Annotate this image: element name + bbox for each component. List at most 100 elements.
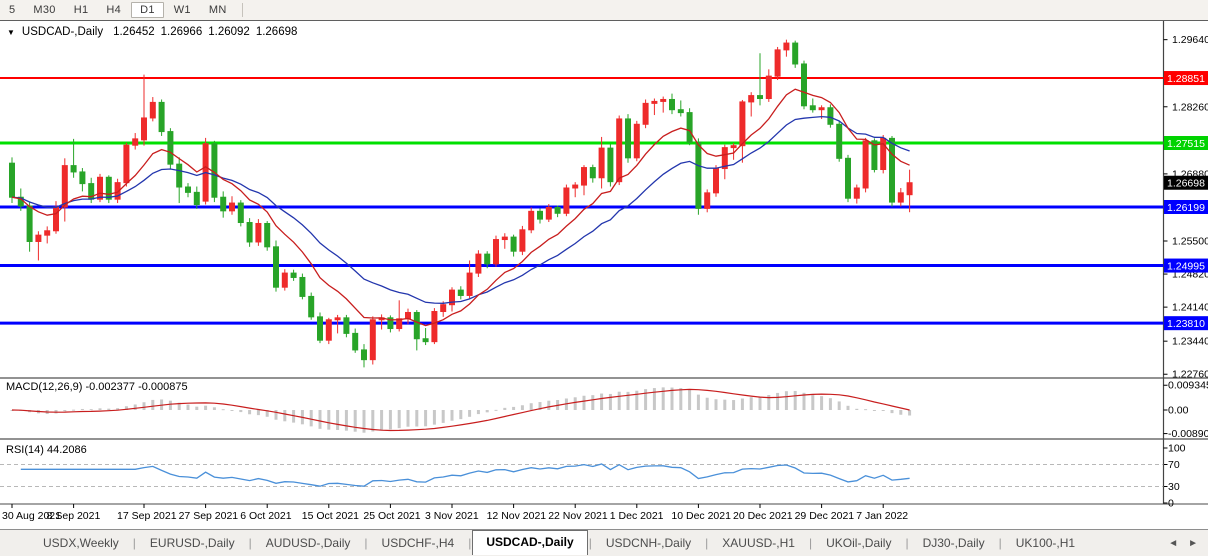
macd-histogram-bar — [802, 392, 806, 410]
bear-candle — [686, 112, 693, 143]
bull-candle — [281, 272, 288, 288]
bull-candle — [325, 319, 332, 341]
bear-candle — [457, 289, 464, 296]
macd-histogram-bar — [116, 408, 120, 410]
bull-candle — [466, 272, 473, 296]
chart-tab-xauusd-h1[interactable]: XAUUSD-,H1 — [722, 536, 795, 550]
macd-histogram-bar — [450, 410, 454, 421]
bear-candle — [827, 107, 834, 125]
bear-candle — [352, 332, 359, 351]
bear-candle — [220, 196, 227, 212]
chart-svg[interactable]: 1.296401.282601.268801.255001.248201.241… — [0, 21, 1208, 529]
macd-histogram-bar — [705, 397, 709, 410]
macd-histogram-bar — [529, 403, 533, 410]
bear-candle — [246, 222, 253, 243]
resistance-level-badge — [1164, 71, 1208, 86]
macd-histogram-bar — [626, 391, 630, 410]
bear-candle — [70, 165, 77, 173]
macd-histogram-bar — [714, 399, 718, 410]
macd-histogram-bar — [221, 409, 225, 411]
tab-separator: | — [808, 536, 813, 550]
timeframe-button-d1[interactable]: D1 — [131, 2, 164, 18]
bear-candle — [677, 109, 684, 114]
price-axis-tick-label: 1.22760 — [1172, 369, 1208, 381]
timeframe-button-m30[interactable]: M30 — [33, 4, 56, 16]
macd-histogram-bar — [415, 410, 419, 427]
date-axis-label: 27 Sep 2021 — [179, 510, 239, 522]
tabs-scroll-left-icon[interactable]: ◄ — [1168, 537, 1179, 549]
chart-tab-dj30-daily[interactable]: DJ30-,Daily — [922, 536, 985, 550]
macd-histogram-bar — [309, 410, 313, 427]
chart-tab-eurusd-daily[interactable]: EURUSD-,Daily — [149, 536, 235, 550]
macd-histogram-bar — [679, 388, 683, 410]
bull-candle — [53, 206, 59, 232]
support-level-badge-label: 1.23810 — [1167, 318, 1205, 330]
bear-candle — [193, 191, 200, 206]
macd-histogram-bar — [318, 410, 322, 429]
bull-candle — [633, 123, 640, 159]
support-level-badge — [1164, 200, 1208, 214]
timeframe-button-mn[interactable]: MN — [208, 4, 227, 16]
bear-candle — [343, 317, 350, 334]
bull-candle — [475, 253, 482, 274]
bear-candle — [836, 123, 843, 159]
macd-histogram-bar — [177, 402, 181, 410]
macd-histogram-bar — [204, 405, 208, 410]
timeframe-button-5[interactable]: 5 — [9, 4, 16, 16]
bull-candle — [818, 107, 825, 111]
symbol-title: USDCAD-,Daily — [21, 26, 104, 38]
chart-tab-audusd-daily[interactable]: AUDUSD-,Daily — [265, 536, 351, 550]
bear-candle — [273, 246, 279, 288]
macd-histogram-bar — [855, 408, 859, 410]
bear-candle — [845, 157, 851, 199]
chart-tab-uk100-h1[interactable]: UK100-,H1 — [1015, 536, 1076, 550]
macd-histogram-bar — [424, 410, 428, 427]
toolbar-separator — [241, 3, 243, 17]
chart-tab-usdx-weekly[interactable]: USDX,Weekly — [43, 536, 119, 550]
bull-candle — [897, 192, 904, 203]
bull-candle — [862, 140, 869, 189]
macd-histogram-bar — [890, 410, 894, 414]
macd-histogram-bar — [265, 410, 269, 417]
bull-candle — [97, 176, 103, 200]
bull-candle — [721, 147, 728, 170]
bull-candle — [149, 101, 156, 119]
bear-candle — [589, 167, 596, 179]
date-axis-label: 15 Oct 2021 — [302, 510, 359, 522]
timeframe-button-w1[interactable]: W1 — [173, 4, 191, 16]
chart-tab-usdcad-daily[interactable]: USDCAD-,Daily — [472, 529, 588, 555]
bear-candle — [792, 42, 799, 65]
timeframe-button-h1[interactable]: H1 — [73, 4, 89, 16]
macd-histogram-bar — [485, 410, 489, 413]
bull-candle — [642, 102, 649, 125]
macd-histogram-bar — [617, 391, 621, 410]
bull-candle — [501, 236, 508, 241]
macd-signal-line — [11, 388, 910, 432]
support-level-badge — [1164, 316, 1208, 331]
date-axis-label: 8 Sep 2021 — [47, 510, 101, 522]
tab-separator: | — [905, 536, 909, 550]
chart-tab-usdcnh-daily[interactable]: USDCNH-,Daily — [605, 536, 692, 550]
price-axis-tick-label: 1.24140 — [1172, 302, 1208, 314]
rsi-axis-label: 100 — [1168, 443, 1186, 455]
tabs-scroll-right-icon[interactable]: ► — [1188, 537, 1198, 549]
macd-histogram-bar — [573, 397, 577, 410]
bull-candle — [132, 138, 139, 146]
bull-candle — [396, 318, 403, 330]
chart-tab-usdchf-h4[interactable]: USDCHF-,H4 — [381, 536, 455, 550]
tab-separator: | — [588, 536, 592, 550]
chart-tab-ukoil-daily[interactable]: UKOil-,Daily — [826, 536, 892, 550]
timeframe-toolbar: 5 M30 H1 H4 D1 W1 MN — [0, 0, 1208, 21]
bear-candle — [211, 143, 218, 198]
chevron-down-icon[interactable]: ▼ — [7, 27, 15, 37]
macd-histogram-bar — [608, 393, 612, 410]
macd-histogram-bar — [881, 410, 885, 411]
bull-candle — [519, 229, 526, 252]
bear-candle — [9, 162, 15, 198]
current-price-badge — [1164, 175, 1208, 190]
macd-histogram-bar — [688, 389, 692, 410]
bear-candle — [79, 171, 86, 185]
chart-canvas[interactable]: 1.29640 1.28260 1.26880 1.25500 1.24820 1.241… — [0, 21, 1208, 529]
timeframe-button-h4[interactable]: H4 — [106, 4, 122, 16]
bear-candle — [889, 137, 895, 203]
